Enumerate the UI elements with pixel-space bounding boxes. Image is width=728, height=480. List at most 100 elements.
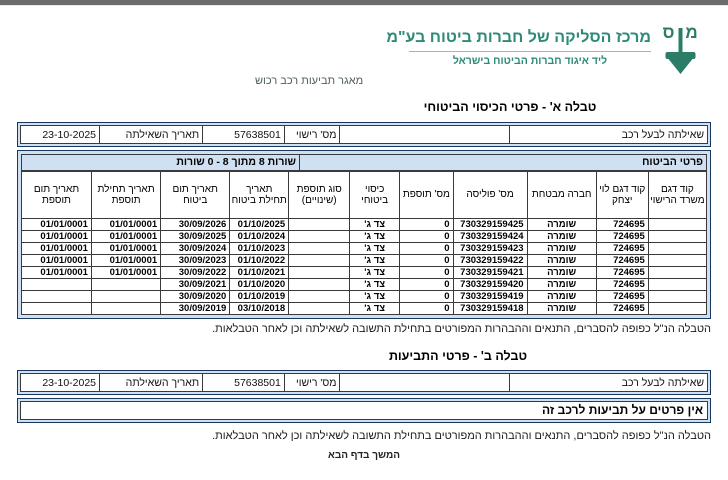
table-cell: 724695 bbox=[595, 266, 649, 279]
license-number-label: מס' רישוי bbox=[283, 125, 341, 144]
table-cell: שומרה bbox=[526, 302, 597, 315]
table-cell: שומרה bbox=[526, 266, 597, 279]
query-table-a: שאילתה לבעל רכב מס' רישוי 57638501 תאריך… bbox=[19, 125, 708, 144]
table-row: 724695 שומרה 730329159422 0 צד ג' 01/10/2022 3… bbox=[21, 254, 708, 267]
owner-query-value bbox=[339, 125, 511, 144]
column-header: מס' פוליסה bbox=[452, 171, 528, 219]
table-cell bbox=[647, 302, 708, 315]
table-cell: 730329159419 bbox=[452, 290, 528, 303]
table-cell: צד ג' bbox=[349, 218, 401, 231]
table-row: 724695 שומרה 730329159425 0 צד ג' 01/10/2025 3… bbox=[21, 218, 708, 231]
table-cell bbox=[647, 242, 708, 255]
table-cell bbox=[647, 266, 708, 279]
table-cell: 0 bbox=[399, 218, 454, 231]
column-header: חברה מבטחת bbox=[526, 171, 597, 219]
table-cell bbox=[647, 254, 708, 267]
owner-query-value bbox=[339, 373, 511, 392]
table-cell: 0 bbox=[399, 278, 454, 291]
table-cell bbox=[288, 278, 351, 291]
org-title: מרכז הסליקה של חברות ביטוח בע"מ bbox=[386, 29, 651, 52]
column-header: תאריך תחילת ביטוח bbox=[229, 171, 290, 219]
table-cell bbox=[90, 290, 162, 303]
table-cell: שומרה bbox=[526, 254, 597, 267]
table-cell: 730329159418 bbox=[452, 302, 528, 315]
table-cell: 01/10/2019 bbox=[229, 290, 290, 303]
coverage-table-body: 724695 שומרה 730329159425 0 צד ג' 01/10/2025 3… bbox=[21, 218, 708, 315]
table-cell: 01/10/2020 bbox=[229, 278, 290, 291]
license-number-value: 57638501 bbox=[202, 373, 285, 392]
table-cell: שומרה bbox=[526, 290, 597, 303]
table-row: 724695 שומרה 730329159419 0 צד ג' 01/10/2019 3… bbox=[21, 290, 708, 303]
table-cell: 730329159423 bbox=[452, 242, 528, 255]
table-cell: 724695 bbox=[595, 290, 649, 303]
column-header: קוד דגם משרד הרישוי bbox=[647, 171, 708, 219]
table-cell: 730329159424 bbox=[452, 230, 528, 243]
table-cell: 724695 bbox=[595, 278, 649, 291]
query-row-frame-b: שאילתה לבעל רכב מס' רישוי 57638501 תאריך… bbox=[17, 370, 711, 395]
table-cell: 0 bbox=[399, 302, 454, 315]
table-cell: 03/10/2018 bbox=[229, 302, 290, 315]
org-logo-icon: מ ס bbox=[663, 23, 698, 74]
table-cell: 01/01/0001 bbox=[90, 254, 162, 267]
column-header: תאריך תום תוספת bbox=[21, 171, 92, 219]
table-cell: 724695 bbox=[595, 218, 649, 231]
table-cell: 0 bbox=[399, 242, 454, 255]
table-cell: 30/09/2020 bbox=[160, 290, 231, 303]
query-table-b: שאילתה לבעל רכב מס' רישוי 57638501 תאריך… bbox=[19, 373, 708, 392]
table-cell: 01/01/0001 bbox=[21, 218, 92, 231]
table-cell: 730329159422 bbox=[452, 254, 528, 267]
column-header: תאריך תחילת תוספת bbox=[90, 171, 162, 219]
table-cell bbox=[90, 278, 162, 291]
table-cell: 01/01/0001 bbox=[90, 230, 162, 243]
table-cell bbox=[647, 218, 708, 231]
table-row: 724695 שומרה 730329159423 0 צד ג' 01/10/2023 3… bbox=[21, 242, 708, 255]
table-cell: 30/09/2024 bbox=[160, 242, 231, 255]
table-row: 724695 שומרה 730329159418 0 צד ג' 03/10/2018 3… bbox=[21, 302, 708, 315]
table-cell: 730329159420 bbox=[452, 278, 528, 291]
table-cell: 0 bbox=[399, 230, 454, 243]
table-cell: צד ג' bbox=[349, 254, 401, 267]
table-cell: 0 bbox=[399, 254, 454, 267]
owner-query-label: שאילתה לבעל רכב bbox=[509, 373, 708, 392]
table-cell: צד ג' bbox=[349, 230, 401, 243]
query-row: שאילתה לבעל רכב מס' רישוי 57638501 תאריך… bbox=[19, 373, 708, 392]
table-a-footnote: הטבלה הנ"ל כפופה להסברים, התנאים וההבהרו… bbox=[212, 323, 711, 335]
table-cell: 01/10/2025 bbox=[229, 218, 290, 231]
table-cell: 01/10/2024 bbox=[229, 230, 290, 243]
table-cell: שומרה bbox=[526, 218, 597, 231]
table-row: 724695 שומרה 730329159424 0 צד ג' 01/10/2024 3… bbox=[21, 230, 708, 243]
table-cell: 01/01/0001 bbox=[21, 266, 92, 279]
table-cell: 01/01/0001 bbox=[21, 242, 92, 255]
table-cell: צד ג' bbox=[349, 302, 401, 315]
table-cell bbox=[647, 290, 708, 303]
table-cell bbox=[288, 218, 351, 231]
table-cell: צד ג' bbox=[349, 278, 401, 291]
table-b-title: טבלה ב' - פרטי התביעות bbox=[388, 349, 528, 363]
table-cell: 01/01/0001 bbox=[21, 254, 92, 267]
table-cell: 0 bbox=[399, 266, 454, 279]
query-date-label: תאריך השאילתה bbox=[99, 125, 204, 144]
table-cell: 01/01/0001 bbox=[90, 266, 162, 279]
table-cell bbox=[647, 230, 708, 243]
query-row: שאילתה לבעל רכב מס' רישוי 57638501 תאריך… bbox=[19, 125, 708, 144]
table-cell: 724695 bbox=[595, 254, 649, 267]
query-date-label: תאריך השאילתה bbox=[99, 373, 204, 392]
table-cell bbox=[288, 242, 351, 255]
table-cell: 724695 bbox=[595, 302, 649, 315]
table-a: שאילתה לבעל רכב מס' רישוי 57638501 תאריך… bbox=[17, 122, 711, 319]
table-cell: 724695 bbox=[595, 242, 649, 255]
license-number-label: מס' רישוי bbox=[283, 373, 341, 392]
table-cell bbox=[288, 254, 351, 267]
license-number-value: 57638501 bbox=[202, 125, 285, 144]
table-cell: 30/09/2026 bbox=[160, 218, 231, 231]
table-cell: צד ג' bbox=[349, 266, 401, 279]
coverage-table: קוד דגם משרד הרישוי קוד דגם לוי יצחק חבר… bbox=[21, 171, 708, 315]
column-header: סוג תוספת (שינויים) bbox=[288, 171, 351, 219]
table-cell bbox=[21, 278, 92, 291]
table-cell: 30/09/2021 bbox=[160, 278, 231, 291]
table-cell: 01/10/2022 bbox=[229, 254, 290, 267]
table-cell: 724695 bbox=[595, 230, 649, 243]
table-cell: 01/01/0001 bbox=[21, 230, 92, 243]
table-cell: שומרה bbox=[526, 230, 597, 243]
table-cell: שומרה bbox=[526, 278, 597, 291]
